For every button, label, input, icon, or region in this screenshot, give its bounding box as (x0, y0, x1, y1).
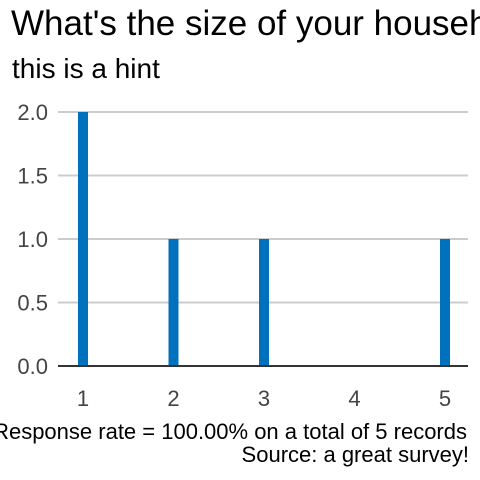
x-tick-label: 1 (77, 386, 89, 411)
y-tick-label: 1.0 (17, 227, 48, 252)
y-tick-label: 0.5 (17, 291, 48, 316)
bar (440, 239, 450, 366)
y-tick-label: 1.5 (17, 164, 48, 189)
chart-title: What's the size of your household? (11, 4, 480, 43)
chart-subtitle: this is a hint (12, 53, 160, 84)
bars (78, 112, 450, 366)
x-tick-label: 5 (439, 386, 451, 411)
x-tick-label: 4 (348, 386, 360, 411)
bar (78, 112, 88, 366)
y-tick-label: 2.0 (17, 100, 48, 125)
x-axis-ticks: 1 2 3 4 5 (77, 386, 451, 411)
y-tick-label: 0.0 (17, 354, 48, 379)
y-axis-ticks: 0.0 0.5 1.0 1.5 2.0 (17, 100, 48, 379)
source-note: Source: a great survey! (241, 442, 469, 467)
response-rate-caption: Response rate = 100.00% on a total of 5 … (0, 419, 467, 444)
x-tick-label: 3 (258, 386, 270, 411)
bar (259, 239, 269, 366)
bar (168, 239, 179, 366)
x-tick-label: 2 (167, 386, 179, 411)
